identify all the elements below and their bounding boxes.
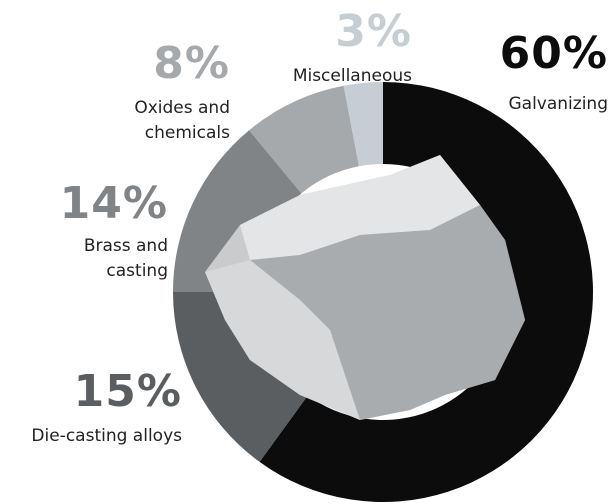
category-label: Galvanizing bbox=[508, 94, 608, 114]
category-label: Oxides and chemicals bbox=[134, 98, 230, 143]
slice bbox=[343, 82, 383, 167]
zinc-image bbox=[205, 155, 525, 420]
category-label: Miscellaneous bbox=[292, 66, 412, 86]
percent-label: 60% bbox=[499, 28, 608, 79]
percent-label: 15% bbox=[73, 366, 182, 417]
slice bbox=[173, 292, 308, 462]
percent-label: 8% bbox=[153, 38, 230, 89]
category-label: Brass and casting bbox=[83, 236, 168, 281]
slice bbox=[249, 85, 360, 194]
percent-label: 3% bbox=[335, 6, 412, 57]
slice bbox=[259, 82, 593, 502]
slice bbox=[173, 130, 302, 292]
percent-label: 14% bbox=[59, 178, 168, 229]
category-label: Die-casting alloys bbox=[31, 426, 182, 446]
